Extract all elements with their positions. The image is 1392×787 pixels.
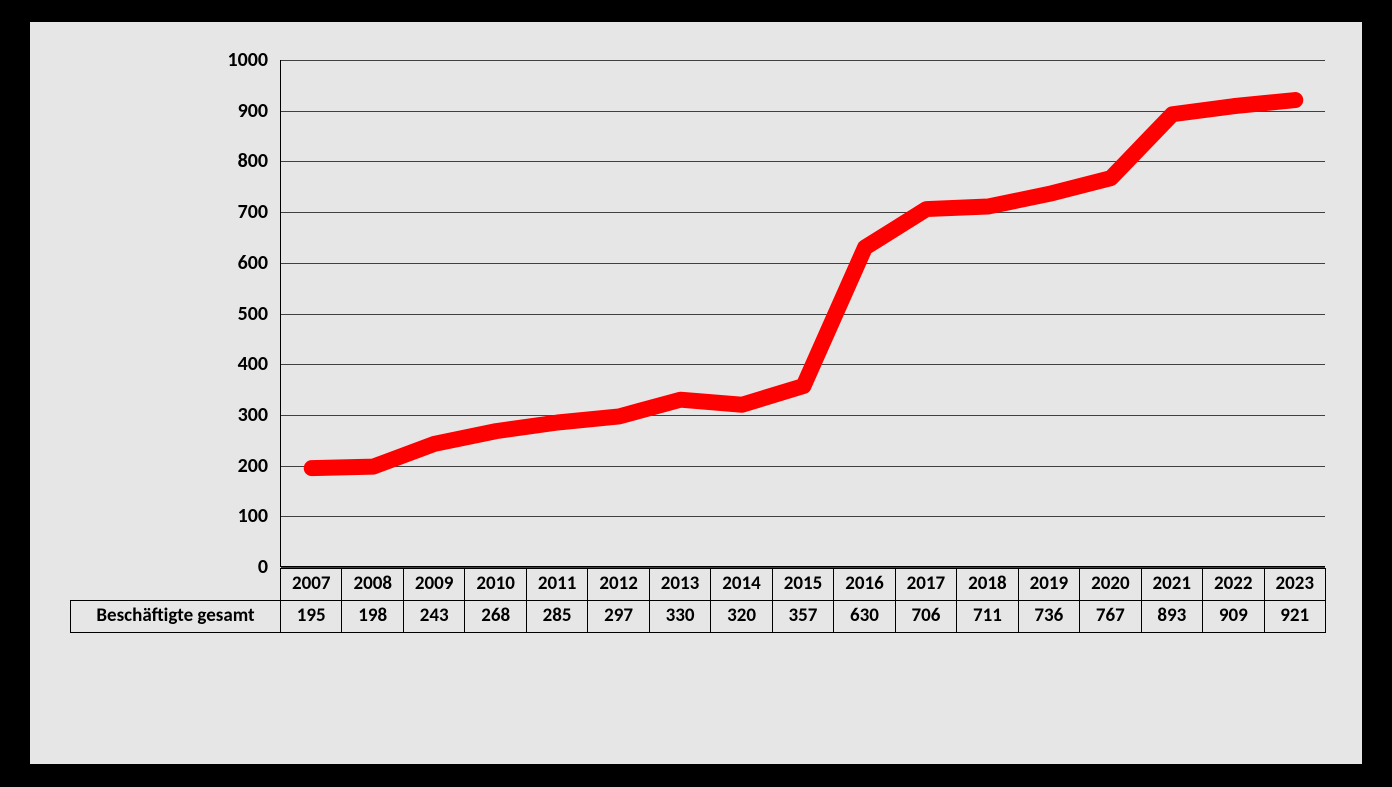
value-cell: 706	[895, 601, 956, 633]
value-cell: 357	[772, 601, 833, 633]
y-tick-label: 400	[0, 352, 268, 376]
value-cell: 285	[526, 601, 587, 633]
y-tick-label: 600	[0, 251, 268, 275]
y-tick-label: 800	[0, 149, 268, 173]
series-name-cell: Beschäftigte gesamt	[71, 601, 281, 633]
x-category-cell: 2021	[1141, 569, 1202, 601]
x-category-cell: 2007	[281, 569, 342, 601]
x-category-cell: 2012	[588, 569, 649, 601]
data-table: 2007200820092010201120122013201420152016…	[70, 568, 1326, 633]
value-cell: 297	[588, 601, 649, 633]
series-line	[312, 100, 1296, 468]
y-tick-label: 1000	[0, 48, 268, 72]
y-tick-label: 300	[0, 403, 268, 427]
value-cell: 711	[957, 601, 1018, 633]
x-category-cell: 2009	[403, 569, 464, 601]
x-category-cell: 2018	[957, 569, 1018, 601]
value-cell: 198	[342, 601, 403, 633]
x-category-cell: 2016	[834, 569, 895, 601]
y-tick-label: 900	[0, 99, 268, 123]
x-category-cell: 2010	[465, 569, 526, 601]
x-category-cell: 2022	[1203, 569, 1264, 601]
value-cell: 630	[834, 601, 895, 633]
plot-area	[280, 60, 1325, 567]
x-category-cell: 2019	[1018, 569, 1079, 601]
value-cell: 909	[1203, 601, 1264, 633]
line-series-svg	[281, 60, 1326, 567]
x-category-cell: 2008	[342, 569, 403, 601]
x-category-cell: 2015	[772, 569, 833, 601]
value-cell: 330	[649, 601, 710, 633]
value-cell: 893	[1141, 601, 1202, 633]
x-category-cell: 2014	[711, 569, 772, 601]
x-category-cell: 2020	[1080, 569, 1141, 601]
table-blank-cell	[71, 569, 281, 601]
value-cell: 921	[1264, 601, 1325, 633]
x-category-cell: 2013	[649, 569, 710, 601]
value-cell: 268	[465, 601, 526, 633]
value-cell: 195	[281, 601, 342, 633]
x-category-cell: 2017	[895, 569, 956, 601]
value-cell: 736	[1018, 601, 1079, 633]
x-category-cell: 2023	[1264, 569, 1325, 601]
x-category-cell: 2011	[526, 569, 587, 601]
y-tick-label: 700	[0, 200, 268, 224]
y-tick-label: 100	[0, 504, 268, 528]
value-cell: 320	[711, 601, 772, 633]
value-cell: 243	[403, 601, 464, 633]
chart-outer-frame: 0100200300400500600700800900100020072008…	[0, 0, 1392, 787]
y-tick-label: 500	[0, 302, 268, 326]
y-tick-label: 200	[0, 454, 268, 478]
value-cell: 767	[1080, 601, 1141, 633]
